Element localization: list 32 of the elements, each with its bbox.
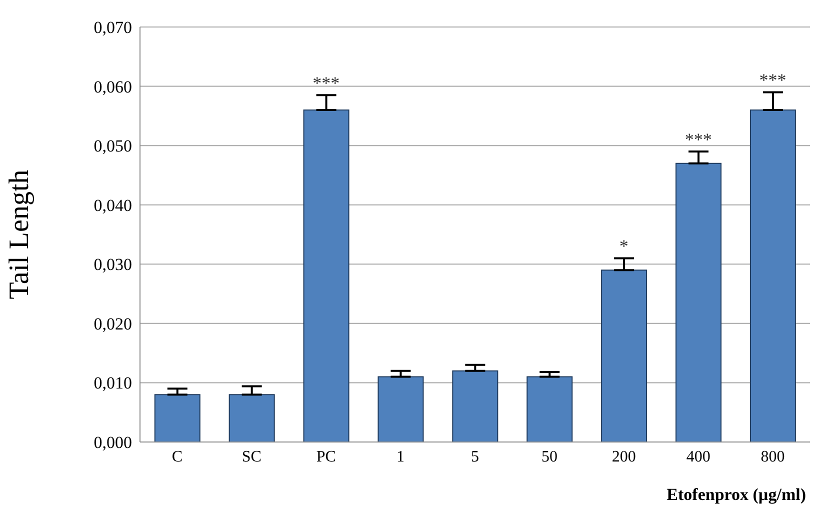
- annotation: ***: [759, 70, 786, 90]
- annotation: *: [619, 236, 628, 256]
- annotation: ***: [684, 130, 712, 150]
- y-tick-label: 0,040: [94, 196, 132, 215]
- y-axis-title: Tail Length: [4, 170, 35, 300]
- x-tick-label: SC: [242, 448, 262, 466]
- y-tick-label: 0,010: [94, 374, 132, 393]
- bar: [378, 376, 424, 442]
- bar: [601, 270, 648, 442]
- y-tick-label: 0,020: [94, 314, 132, 334]
- bar: [750, 110, 796, 442]
- bar: [228, 394, 275, 442]
- x-tick-label: PC: [316, 448, 336, 466]
- bar: [303, 110, 350, 442]
- bar: [676, 162, 722, 442]
- y-tick-label: 0,030: [94, 255, 132, 274]
- x-tick-label: 50: [541, 448, 558, 466]
- y-tick-label: 0,000: [94, 433, 132, 452]
- annotation: ***: [312, 73, 340, 94]
- x-axis-title: Etofenprox (µg/ml): [666, 485, 806, 504]
- y-tick-label: 0,060: [94, 77, 132, 96]
- x-tick-label: 5: [471, 448, 479, 466]
- y-tick-label: 0,050: [94, 136, 132, 156]
- bar: [154, 394, 200, 442]
- bar: [452, 370, 498, 442]
- bar: [526, 376, 573, 442]
- x-tick-label: 400: [686, 448, 710, 466]
- x-tick-label: 800: [760, 448, 785, 466]
- x-tick-label: 200: [612, 448, 636, 466]
- x-tick-label: 1: [396, 448, 405, 466]
- y-tick-label: 0,070: [94, 18, 132, 38]
- x-tick-label: C: [172, 448, 183, 466]
